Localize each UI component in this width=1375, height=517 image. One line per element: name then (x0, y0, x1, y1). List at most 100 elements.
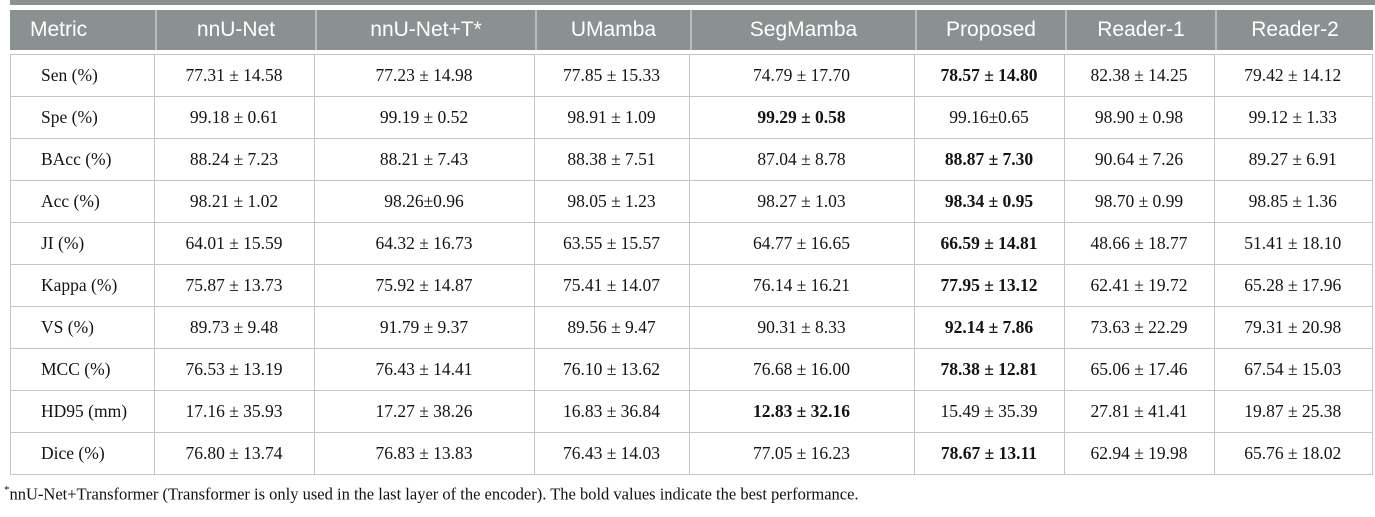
value-cell: 77.85 ± 15.33 (535, 55, 690, 96)
value-cell: 82.38 ± 14.25 (1065, 55, 1215, 96)
column-header-nnunet-t: nnU-Net+T* (315, 10, 535, 50)
value-cell: 99.19 ± 0.52 (315, 97, 535, 138)
table-row: HD95 (mm) 17.16 ± 35.93 17.27 ± 38.26 16.83… (11, 391, 1372, 433)
column-header-reader-2: Reader-2 (1215, 10, 1373, 50)
value-cell: 78.67 ± 13.11 (915, 433, 1065, 474)
value-cell: 74.79 ± 17.70 (690, 55, 915, 96)
value-cell: 76.83 ± 13.83 (315, 433, 535, 474)
value-cell: 17.27 ± 38.26 (315, 391, 535, 432)
value-cell: 76.68 ± 16.00 (690, 349, 915, 390)
footnote-asterisk: * (4, 484, 10, 496)
value-cell: 98.34 ± 0.95 (915, 181, 1065, 222)
value-cell: 77.95 ± 13.12 (915, 265, 1065, 306)
value-cell: 75.92 ± 14.87 (315, 265, 535, 306)
value-cell: 77.23 ± 14.98 (315, 55, 535, 96)
value-cell: 99.16±0.65 (915, 97, 1065, 138)
value-cell: 99.12 ± 1.33 (1248, 107, 1337, 127)
value-cell: 98.91 ± 1.09 (535, 97, 690, 138)
table-row: MCC (%) 76.53 ± 13.19 76.43 ± 14.41 76.10 ±… (11, 349, 1372, 391)
value-cell: 98.70 ± 0.99 (1065, 181, 1215, 222)
value-cell: 65.28 ± 17.96 (1244, 275, 1342, 295)
metric-label: Dice (%) (11, 433, 155, 474)
value-cell: 99.18 ± 0.61 (155, 97, 315, 138)
metrics-table: Metric nnU-Net nnU-Net+T* UMamba SegMamb… (10, 10, 1373, 475)
value-cell: 16.83 ± 36.84 (535, 391, 690, 432)
value-cell: 90.31 ± 8.33 (690, 307, 915, 348)
table-row: Acc (%) 98.21 ± 1.02 98.26±0.96 98.05 ± 1.2… (11, 181, 1372, 223)
table-body: Sen (%) 77.31 ± 14.58 77.23 ± 14.98 77.85 ±… (10, 54, 1373, 475)
value-cell: 73.63 ± 22.29 (1065, 307, 1215, 348)
value-cell: 78.57 ± 14.80 (915, 55, 1065, 96)
value-cell: 51.41 ± 18.10 (1244, 233, 1342, 253)
metric-label: Sen (%) (11, 55, 155, 96)
value-cell: 76.10 ± 13.62 (535, 349, 690, 390)
value-cell: 87.04 ± 8.78 (690, 139, 915, 180)
value-cell: 98.85 ± 1.36 (1248, 191, 1337, 211)
value-cell: 77.05 ± 16.23 (690, 433, 915, 474)
column-header-metric: Metric (30, 18, 88, 41)
metric-label: BAcc (%) (11, 139, 155, 180)
value-cell: 98.05 ± 1.23 (535, 181, 690, 222)
metric-label: VS (%) (11, 307, 155, 348)
top-divider-strip (10, 0, 1375, 5)
value-cell: 75.41 ± 14.07 (535, 265, 690, 306)
table-row: JI (%) 64.01 ± 15.59 64.32 ± 16.73 63.55 ± … (11, 223, 1372, 265)
value-cell: 15.49 ± 35.39 (915, 391, 1065, 432)
value-cell: 63.55 ± 15.57 (535, 223, 690, 264)
value-cell: 98.21 ± 1.02 (155, 181, 315, 222)
metric-label: MCC (%) (11, 349, 155, 390)
value-cell: 88.24 ± 7.23 (155, 139, 315, 180)
value-cell: 79.31 ± 20.98 (1244, 317, 1342, 337)
value-cell: 92.14 ± 7.86 (915, 307, 1065, 348)
value-cell: 98.26±0.96 (315, 181, 535, 222)
value-cell: 89.56 ± 9.47 (535, 307, 690, 348)
value-cell: 89.73 ± 9.48 (155, 307, 315, 348)
value-cell: 64.77 ± 16.65 (690, 223, 915, 264)
value-cell: 19.87 ± 25.38 (1244, 401, 1342, 421)
value-cell: 65.76 ± 18.02 (1244, 443, 1342, 463)
table-header-row: Metric nnU-Net nnU-Net+T* UMamba SegMamb… (10, 10, 1373, 50)
value-cell: 88.21 ± 7.43 (315, 139, 535, 180)
value-cell: 89.27 ± 6.91 (1248, 149, 1337, 169)
column-header-nnunet: nnU-Net (155, 10, 315, 50)
column-header-segmamba: SegMamba (690, 10, 915, 50)
table-row: Kappa (%) 75.87 ± 13.73 75.92 ± 14.87 75.41… (11, 265, 1372, 307)
metric-label: Kappa (%) (11, 265, 155, 306)
table-footnote: *nnU-Net+Transformer (Transformer is onl… (4, 484, 859, 505)
value-cell: 27.81 ± 41.41 (1065, 391, 1215, 432)
value-cell: 79.42 ± 14.12 (1244, 65, 1342, 85)
value-cell: 78.38 ± 12.81 (915, 349, 1065, 390)
value-cell: 48.66 ± 18.77 (1065, 223, 1215, 264)
value-cell: 88.38 ± 7.51 (535, 139, 690, 180)
value-cell: 64.01 ± 15.59 (155, 223, 315, 264)
value-cell: 76.43 ± 14.41 (315, 349, 535, 390)
value-cell: 76.43 ± 14.03 (535, 433, 690, 474)
value-cell: 12.83 ± 32.16 (690, 391, 915, 432)
table-row: VS (%) 89.73 ± 9.48 91.79 ± 9.37 89.56 ± 9.… (11, 307, 1372, 349)
metric-label: Spe (%) (11, 97, 155, 138)
value-cell: 17.16 ± 35.93 (155, 391, 315, 432)
metric-label: JI (%) (11, 223, 155, 264)
column-header-proposed: Proposed (915, 10, 1065, 50)
metric-label: HD95 (mm) (11, 391, 155, 432)
value-cell: 99.29 ± 0.58 (690, 97, 915, 138)
value-cell: 76.14 ± 16.21 (690, 265, 915, 306)
value-cell: 62.41 ± 19.72 (1065, 265, 1215, 306)
value-cell: 66.59 ± 14.81 (915, 223, 1065, 264)
value-cell: 90.64 ± 7.26 (1065, 139, 1215, 180)
value-cell: 76.80 ± 13.74 (155, 433, 315, 474)
value-cell: 76.53 ± 13.19 (155, 349, 315, 390)
column-header-reader-1: Reader-1 (1065, 10, 1215, 50)
value-cell: 62.94 ± 19.98 (1065, 433, 1215, 474)
table-row: Dice (%) 76.80 ± 13.74 76.83 ± 13.83 76.43 … (11, 433, 1372, 474)
column-header-umamba: UMamba (535, 10, 690, 50)
footnote-text: nnU-Net+Transformer (Transformer is only… (9, 484, 859, 504)
value-cell: 88.87 ± 7.30 (915, 139, 1065, 180)
value-cell: 67.54 ± 15.03 (1244, 359, 1342, 379)
value-cell: 77.31 ± 14.58 (155, 55, 315, 96)
value-cell: 98.90 ± 0.98 (1065, 97, 1215, 138)
table-row: BAcc (%) 88.24 ± 7.23 88.21 ± 7.43 88.38 ± … (11, 139, 1372, 181)
table-row: Sen (%) 77.31 ± 14.58 77.23 ± 14.98 77.85 ±… (11, 55, 1372, 97)
value-cell: 64.32 ± 16.73 (315, 223, 535, 264)
